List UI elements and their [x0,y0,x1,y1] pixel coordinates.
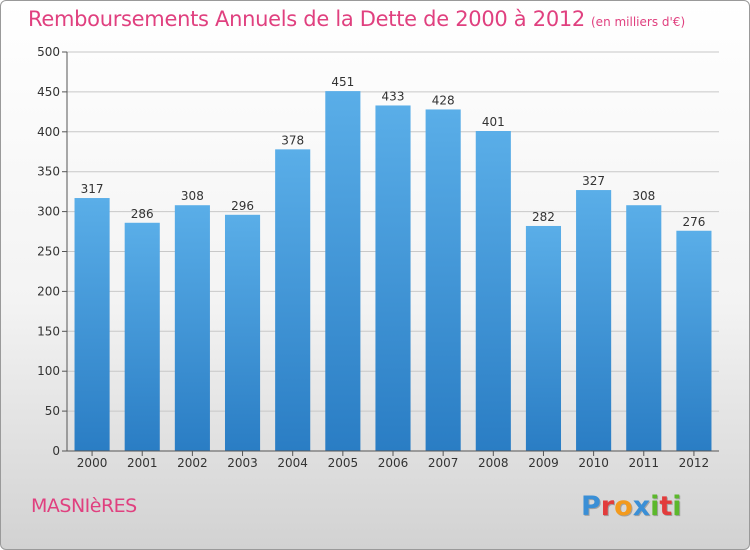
value-label: 433 [382,89,405,103]
x-tick-label: 2006 [378,456,409,470]
bar-2004 [275,149,311,451]
x-tick-label: 2012 [679,456,710,470]
logo-letter: o [614,491,633,522]
chart-title: Remboursements Annuels de la Dette de 20… [28,7,685,31]
y-tick-label: 0 [52,444,60,458]
bar-2001 [124,222,160,451]
y-tick-label: 50 [45,404,60,418]
value-label: 308 [632,189,655,203]
logo-letter: t [659,491,673,522]
bar-2007 [425,109,461,452]
y-tick-label: 250 [37,245,60,259]
x-tick-label: 2003 [227,456,258,470]
x-tick-label: 2008 [478,456,509,470]
y-tick-label: 200 [37,284,60,298]
value-label: 282 [532,210,555,224]
value-label: 401 [482,115,505,129]
proxiti-logo: Proxiti [581,491,682,522]
y-tick-label: 150 [37,324,60,338]
axes: 0 50 100 150 200 250 300 350 400 450 500 2000 2001 20… [37,45,719,470]
y-tick-label: 500 [37,45,60,59]
x-tick-label: 2005 [328,456,359,470]
x-tick-label: 2001 [127,456,158,470]
value-label: 327 [582,174,605,188]
bar-2009 [525,225,562,451]
bar-2012 [676,230,712,451]
x-tick-label: 2009 [528,456,559,470]
bar-2006 [375,105,411,451]
logo-letter: r [600,491,615,522]
bar-2010 [576,190,612,451]
chart-title-text: Remboursements Annuels de la Dette de 20… [28,7,585,31]
x-tick-label: 2010 [578,456,609,470]
y-tick-label: 350 [37,165,60,179]
x-tick-label: 2002 [177,456,208,470]
value-label: 428 [432,93,455,107]
value-labels: 317 286 308 296 378 451 433 428 401 282 327 308 276 [81,75,706,229]
y-tick-label: 100 [37,364,60,378]
x-tick-label: 2011 [628,456,659,470]
value-label: 451 [331,75,354,89]
value-label: 286 [131,207,154,221]
bar-2005 [325,91,361,452]
bar-2011 [626,205,662,451]
value-label: 317 [81,182,104,196]
bar-2000 [74,198,110,451]
y-tick-label: 400 [37,125,60,139]
logo-letter: x [632,491,651,522]
value-label: 308 [181,189,204,203]
value-label: 276 [682,215,705,229]
bar-2002 [174,205,210,451]
bar-2008 [475,131,511,451]
commune-name: MASNIèRES [31,495,137,517]
logo-letter: i [650,491,660,522]
value-label: 378 [281,133,304,147]
chart-subtitle: (en milliers d'€) [591,15,686,29]
x-tick-label: 2004 [277,456,308,470]
y-tick-label: 300 [37,205,60,219]
logo-letter: i [672,491,682,522]
x-tick-label: 2007 [428,456,459,470]
value-label: 296 [231,199,254,213]
x-tick-label: 2000 [77,456,108,470]
y-tick-label: 450 [37,85,60,99]
bars [74,91,712,452]
logo-letter: P [581,491,601,522]
bar-2003 [224,214,261,451]
